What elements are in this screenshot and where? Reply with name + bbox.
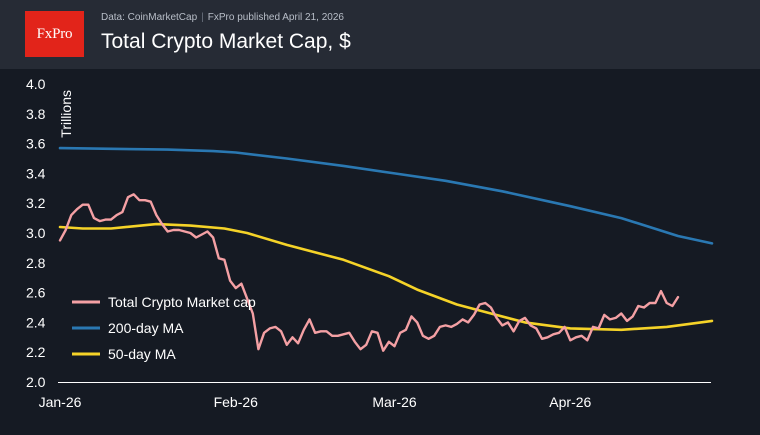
market-cap-chart: 2.0 2.2 2.4 2.6 2.8 3.0 3.2 3.4 3.6 3.8 4.0 Trillio…	[26, 76, 714, 410]
legend-label: 50-day MA	[108, 346, 176, 362]
y-tick-label: 2.6	[26, 285, 46, 301]
y-tick-label: 3.2	[26, 195, 46, 211]
x-tick-label: Mar-26	[372, 394, 417, 410]
logo-text: FxPro	[36, 25, 73, 42]
separator: |	[201, 12, 204, 23]
chart-header: FxPro Data: CoinMarketCap | FxPro publishe…	[0, 0, 760, 69]
y-tick-label: 3.4	[26, 165, 46, 181]
fxpro-logo: FxPro	[25, 11, 84, 57]
y-tick-label: 2.0	[26, 374, 46, 390]
y-tick-label: 3.0	[26, 225, 46, 241]
200-day-ma-line	[58, 146, 714, 245]
chart-title: Total Crypto Market Cap, $	[101, 30, 351, 53]
axes: 2.0 2.2 2.4 2.6 2.8 3.0 3.2 3.4 3.6 3.8 4.0 Trillio…	[26, 76, 711, 410]
legend-label: 200-day MA	[108, 320, 184, 336]
y-tick-label: 3.6	[26, 136, 46, 152]
series-lines	[58, 146, 714, 352]
50-day-ma-line	[58, 222, 714, 332]
legend-label: Total Crypto Market cap	[108, 294, 256, 310]
x-tick-label: Apr-26	[549, 394, 591, 410]
y-tick-label: 2.4	[26, 314, 46, 330]
y-tick-label: 4.0	[26, 76, 46, 92]
publisher-note: FxPro published April 21, 2026	[207, 12, 344, 23]
x-tick-label: Jan-26	[39, 394, 82, 410]
legend: Total Crypto Market cap 200-day MA 50-day …	[72, 294, 256, 362]
data-source: Data: CoinMarketCap	[101, 12, 198, 23]
x-tick-label: Feb-26	[214, 394, 259, 410]
y-tick-label: 3.8	[26, 106, 46, 122]
y-tick-label: 2.2	[26, 344, 46, 360]
y-tick-label: 2.8	[26, 255, 46, 271]
y-axis-title: Trillions	[58, 90, 74, 138]
total-crypto-market-cap-line	[58, 193, 680, 352]
source-line: Data: CoinMarketCap | FxPro published Apri…	[101, 12, 344, 23]
